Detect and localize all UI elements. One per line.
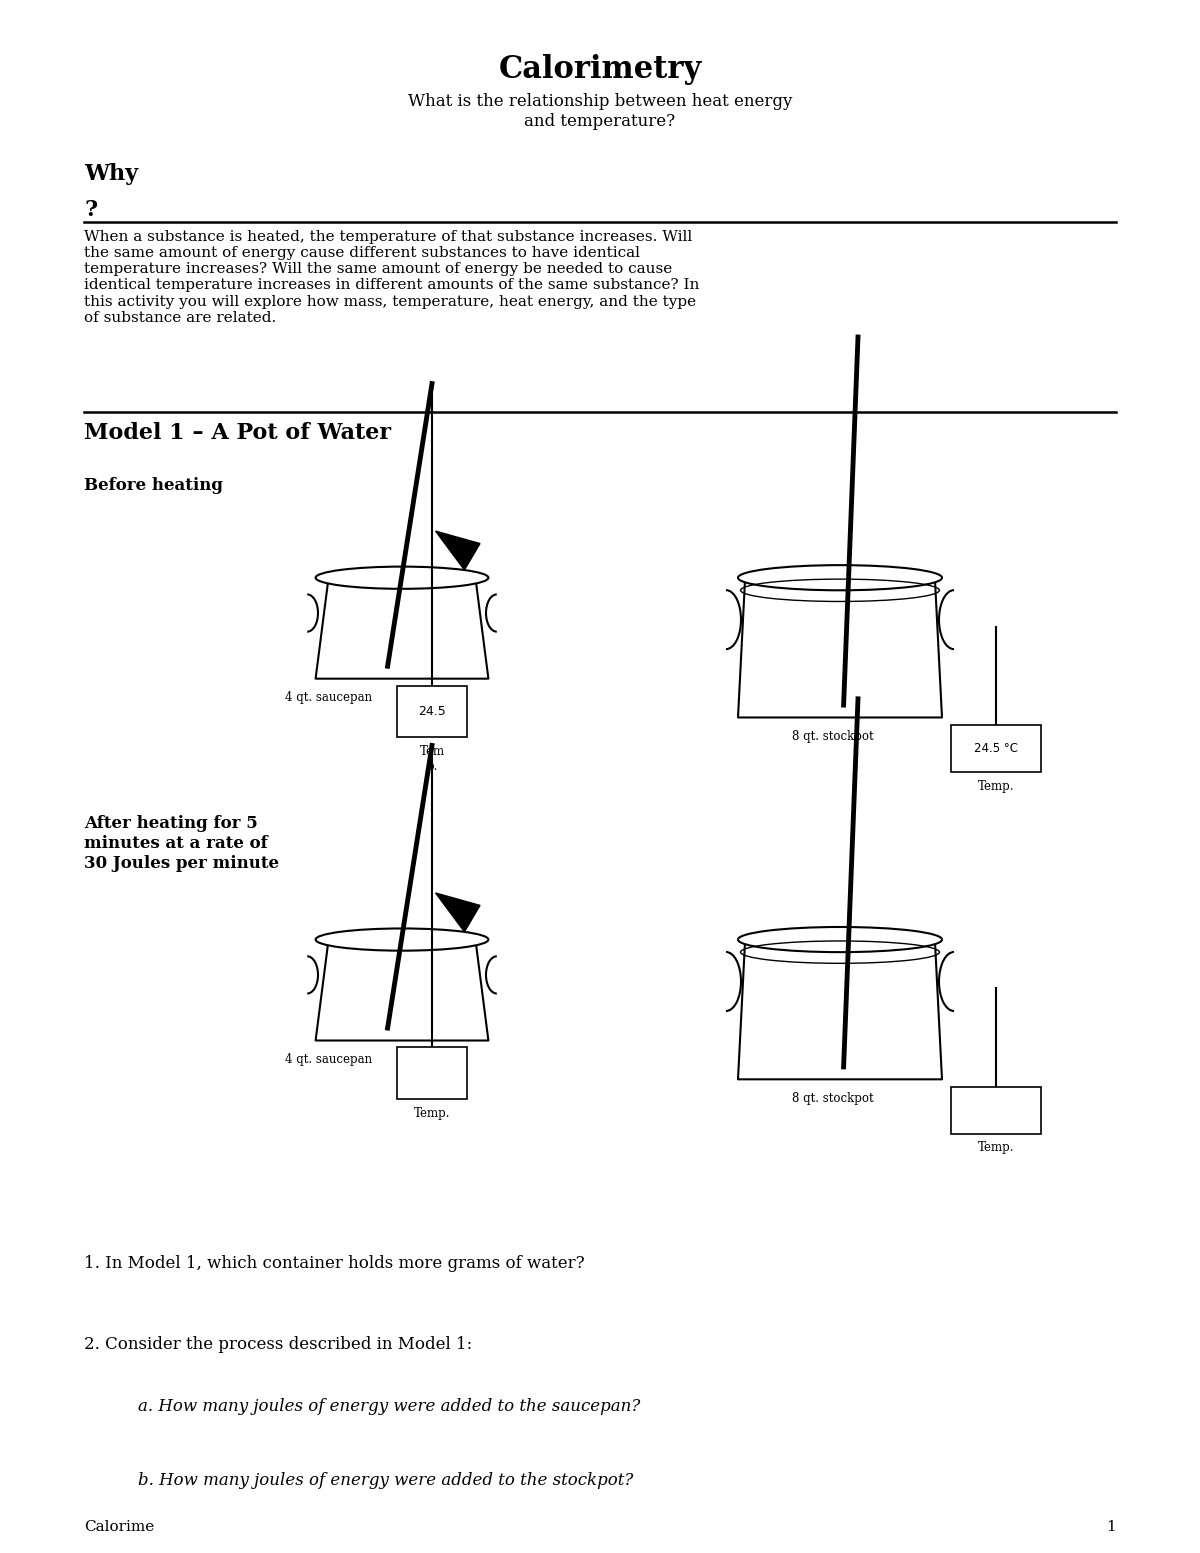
Ellipse shape bbox=[738, 565, 942, 590]
Text: 4 qt. saucepan: 4 qt. saucepan bbox=[284, 1053, 372, 1065]
Text: 1. In Model 1, which container holds more grams of water?: 1. In Model 1, which container holds mor… bbox=[84, 1255, 584, 1272]
Text: After heating for 5
minutes at a rate of
30 Joules per minute: After heating for 5 minutes at a rate of… bbox=[84, 815, 278, 871]
Text: ?: ? bbox=[84, 199, 97, 221]
Text: 8 qt. stockpot: 8 qt. stockpot bbox=[792, 730, 874, 742]
Text: Temp.: Temp. bbox=[414, 1106, 450, 1120]
Polygon shape bbox=[316, 940, 488, 1041]
Text: Calorimetry: Calorimetry bbox=[498, 54, 702, 85]
Polygon shape bbox=[316, 578, 488, 679]
Polygon shape bbox=[738, 940, 942, 1079]
FancyBboxPatch shape bbox=[397, 686, 467, 738]
Text: Model 1 – A Pot of Water: Model 1 – A Pot of Water bbox=[84, 422, 391, 444]
Text: 2. Consider the process described in Model 1:: 2. Consider the process described in Mod… bbox=[84, 1336, 473, 1353]
Ellipse shape bbox=[316, 929, 488, 950]
Text: 24.5: 24.5 bbox=[418, 705, 446, 717]
Ellipse shape bbox=[738, 927, 942, 952]
Text: Calorime: Calorime bbox=[84, 1520, 155, 1534]
Text: Why: Why bbox=[84, 163, 138, 185]
Text: a. How many joules of energy were added to the saucepan?: a. How many joules of energy were added … bbox=[138, 1398, 641, 1415]
Ellipse shape bbox=[316, 567, 488, 589]
Text: When a substance is heated, the temperature of that substance increases. Will
th: When a substance is heated, the temperat… bbox=[84, 230, 700, 325]
FancyBboxPatch shape bbox=[397, 1047, 467, 1100]
Polygon shape bbox=[436, 893, 480, 932]
Polygon shape bbox=[436, 531, 480, 570]
Text: Tem
p.: Tem p. bbox=[420, 745, 444, 773]
Text: 8 qt. stockpot: 8 qt. stockpot bbox=[792, 1092, 874, 1104]
Text: 4 qt. saucepan: 4 qt. saucepan bbox=[284, 691, 372, 704]
Text: b. How many joules of energy were added to the stockpot?: b. How many joules of energy were added … bbox=[138, 1472, 634, 1489]
Text: What is the relationship between heat energy
and temperature?: What is the relationship between heat en… bbox=[408, 93, 792, 130]
Text: 24.5 °C: 24.5 °C bbox=[974, 742, 1018, 755]
Text: Before heating: Before heating bbox=[84, 477, 223, 494]
Polygon shape bbox=[738, 578, 942, 717]
FancyBboxPatch shape bbox=[952, 725, 1042, 772]
Text: 1: 1 bbox=[1106, 1520, 1116, 1534]
FancyBboxPatch shape bbox=[952, 1087, 1042, 1134]
Text: Temp.: Temp. bbox=[978, 780, 1014, 792]
Text: Temp.: Temp. bbox=[978, 1141, 1014, 1154]
